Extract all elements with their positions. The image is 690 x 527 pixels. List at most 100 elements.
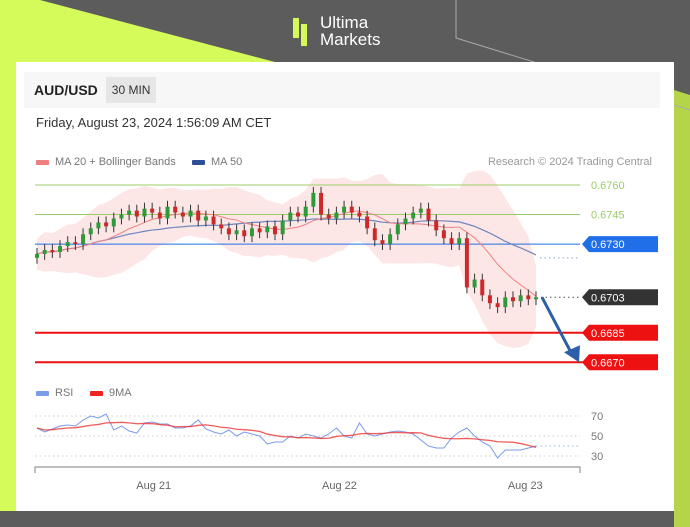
projection-arrow: [540, 296, 574, 355]
level-label: 0.6703: [591, 292, 625, 304]
candle-body: [226, 228, 231, 235]
candle-body: [518, 295, 523, 302]
legend-9ma-label: 9MA: [109, 387, 132, 399]
candle-body: [534, 297, 538, 300]
candle-body: [188, 210, 193, 217]
candle-body: [303, 206, 308, 217]
candle-body: [111, 218, 116, 227]
level-tag: [582, 324, 658, 341]
candle-body: [127, 210, 132, 215]
candle-body: [257, 228, 262, 233]
legend-ma50-label: MA 50: [211, 156, 243, 168]
candle-body: [357, 212, 362, 217]
rsi-tick-label: 50: [591, 431, 603, 443]
brand-line2: Markets: [320, 30, 381, 49]
candle-body: [441, 230, 446, 239]
candle-body: [464, 238, 469, 288]
candle-body: [165, 206, 170, 219]
candle-body: [311, 192, 316, 207]
candle-body: [495, 303, 500, 308]
ma20-line: [36, 210, 537, 297]
candle-body: [242, 230, 247, 237]
candle-body: [180, 212, 185, 217]
candle-body: [65, 242, 70, 247]
candle-body: [487, 295, 492, 304]
candle-body: [173, 206, 178, 213]
candle-body: [472, 279, 477, 288]
candle-body: [73, 242, 78, 245]
candle-body: [372, 228, 377, 241]
legend-ma20-label: MA 20 + Bollinger Bands: [55, 156, 176, 168]
timestamp: Friday, August 23, 2024 1:56:09 AM CET: [36, 115, 272, 130]
candle-body: [203, 216, 208, 221]
candle-body: [50, 250, 55, 252]
level-tag: [582, 236, 658, 253]
candle-body: [104, 222, 109, 227]
candle-body: [219, 224, 224, 229]
candle-body: [211, 216, 216, 225]
candle-body: [88, 228, 93, 235]
candle-body: [349, 206, 354, 213]
candle-body: [134, 210, 139, 217]
candle-body: [150, 208, 155, 213]
candle-body: [35, 253, 39, 258]
level-label: 0.6670: [591, 357, 625, 369]
candle-body: [403, 218, 408, 225]
candle-body: [334, 212, 339, 219]
candle-body: [119, 214, 124, 219]
candle-body: [503, 297, 508, 308]
candle-body: [526, 295, 531, 300]
candle-body: [434, 220, 439, 231]
ultima-markets-logo: Ultima Markets: [292, 14, 380, 48]
legend-rsi-label: RSI: [55, 387, 74, 399]
candle-body: [426, 208, 431, 221]
bollinger-band: [37, 170, 536, 349]
x-tick-label: Aug 21: [136, 480, 171, 492]
level-label: 0.6685: [591, 328, 625, 340]
candle-body: [388, 234, 393, 245]
candle-body: [326, 214, 331, 219]
credit: Research © 2024 Trading Central: [487, 156, 652, 168]
candle-body: [265, 226, 270, 233]
level-tag: [582, 354, 658, 371]
rsi-line: [36, 413, 537, 459]
candle-body: [58, 246, 63, 252]
level-tag: [582, 289, 658, 306]
candle-body: [272, 226, 277, 235]
candle-body: [510, 297, 515, 302]
logo-mark-icon: [293, 18, 307, 46]
rsi-9ma-line: [36, 421, 537, 448]
candle-body: [457, 238, 462, 245]
candle-body: [365, 216, 370, 229]
x-tick-label: Aug 23: [508, 480, 543, 492]
projection-arrowhead: [564, 345, 580, 363]
chart-header: AUD/USD 30 MIN: [24, 72, 660, 108]
level-label: 0.6730: [591, 239, 625, 251]
level-label: 0.6745: [591, 210, 625, 222]
candle-body: [342, 206, 347, 213]
level-label: 0.6760: [591, 180, 625, 192]
candle-body: [395, 224, 400, 235]
x-axis: [34, 466, 581, 473]
legend-9ma: 9MA: [90, 387, 132, 399]
rsi-tick-label: 70: [591, 411, 603, 423]
candle-body: [319, 192, 324, 215]
legend-ma20: MA 20 + Bollinger Bands: [36, 156, 176, 168]
candle-body: [480, 279, 485, 296]
brand-line1: Ultima: [320, 13, 369, 32]
candle-body: [234, 230, 239, 235]
pair-label: AUD/USD: [34, 82, 98, 98]
x-tick-label: Aug 22: [322, 480, 357, 492]
candle-body: [449, 238, 454, 245]
candle-body: [81, 234, 86, 245]
legend-rsi: RSI: [36, 387, 73, 399]
candle-body: [42, 250, 47, 254]
rsi-tick-label: 30: [591, 451, 603, 463]
candle-body: [96, 222, 101, 229]
candle-body: [280, 220, 285, 235]
ma50-line: [36, 218, 537, 256]
candle-body: [418, 208, 423, 213]
legend-ma50: MA 50: [192, 156, 242, 168]
candle-body: [157, 212, 162, 219]
